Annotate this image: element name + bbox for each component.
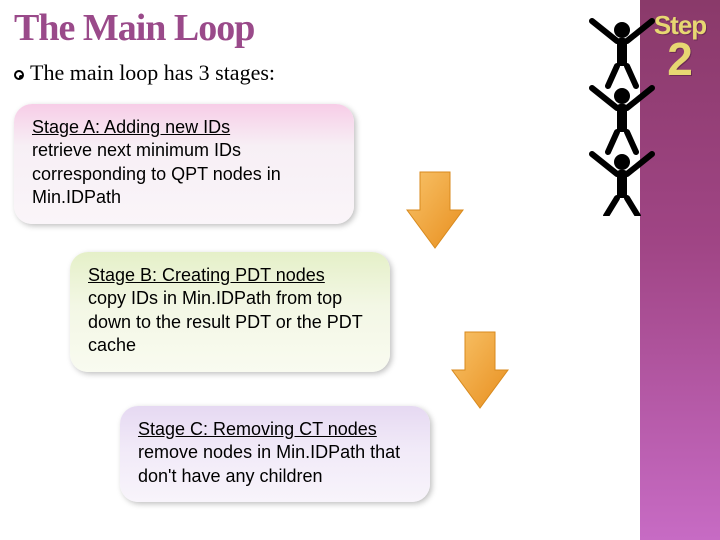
- arrow-down-icon: [405, 170, 465, 250]
- stage-c-box: Stage C: Removing CT nodes remove nodes …: [120, 406, 430, 502]
- bullet-icon: [14, 70, 24, 80]
- stage-b-body: copy IDs in Min.IDPath from top down to …: [88, 288, 362, 355]
- stage-c-body: remove nodes in Min.IDPath that don't ha…: [138, 442, 400, 485]
- stage-c-heading: Stage C: Removing CT nodes: [138, 419, 377, 439]
- stage-b-heading: Stage B: Creating PDT nodes: [88, 265, 325, 285]
- stage-a-heading: Stage A: Adding new IDs: [32, 117, 230, 137]
- subtitle-text: The main loop has 3 stages:: [30, 60, 275, 85]
- stage-a-box: Stage A: Adding new IDs retrieve next mi…: [14, 104, 354, 224]
- subtitle: The main loop has 3 stages:: [14, 60, 275, 86]
- arrow-down-icon: [450, 330, 510, 410]
- totem-people-icon: [572, 16, 672, 216]
- stage-b-box: Stage B: Creating PDT nodes copy IDs in …: [70, 252, 390, 372]
- stage-a-body: retrieve next minimum IDs corresponding …: [32, 140, 281, 207]
- page-title: The Main Loop: [14, 6, 254, 50]
